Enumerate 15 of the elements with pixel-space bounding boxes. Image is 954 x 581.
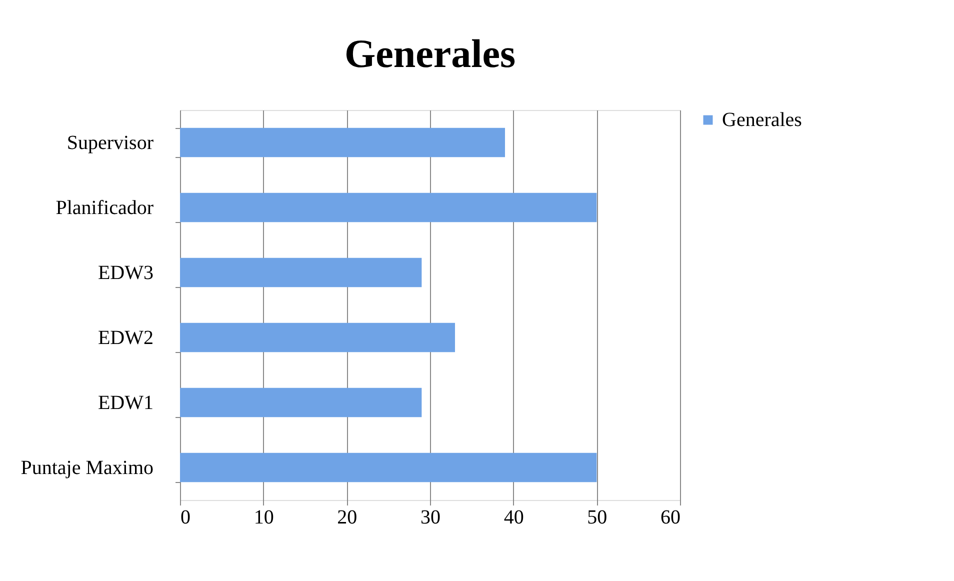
- legend-label: Generales: [722, 109, 802, 131]
- x-tick-label: 50: [587, 506, 608, 528]
- y-tick-label: Puntaje Maximo: [20, 457, 154, 479]
- x-tick-label: 20: [337, 506, 358, 528]
- y-tick-label: Supervisor: [66, 132, 154, 154]
- x-tick-label: 0: [180, 506, 190, 528]
- y-tick-label: EDW3: [98, 262, 154, 284]
- chart-title: Generales: [344, 31, 516, 76]
- y-tick-label: Planificador: [56, 197, 154, 219]
- x-tick-label: 40: [504, 506, 524, 528]
- y-tick-label: EDW1: [98, 392, 154, 414]
- x-tick-label: 60: [660, 506, 680, 528]
- y-tick-label: EDW2: [98, 327, 154, 349]
- x-tick-label: 10: [254, 506, 274, 528]
- x-tick-label: 30: [420, 506, 440, 528]
